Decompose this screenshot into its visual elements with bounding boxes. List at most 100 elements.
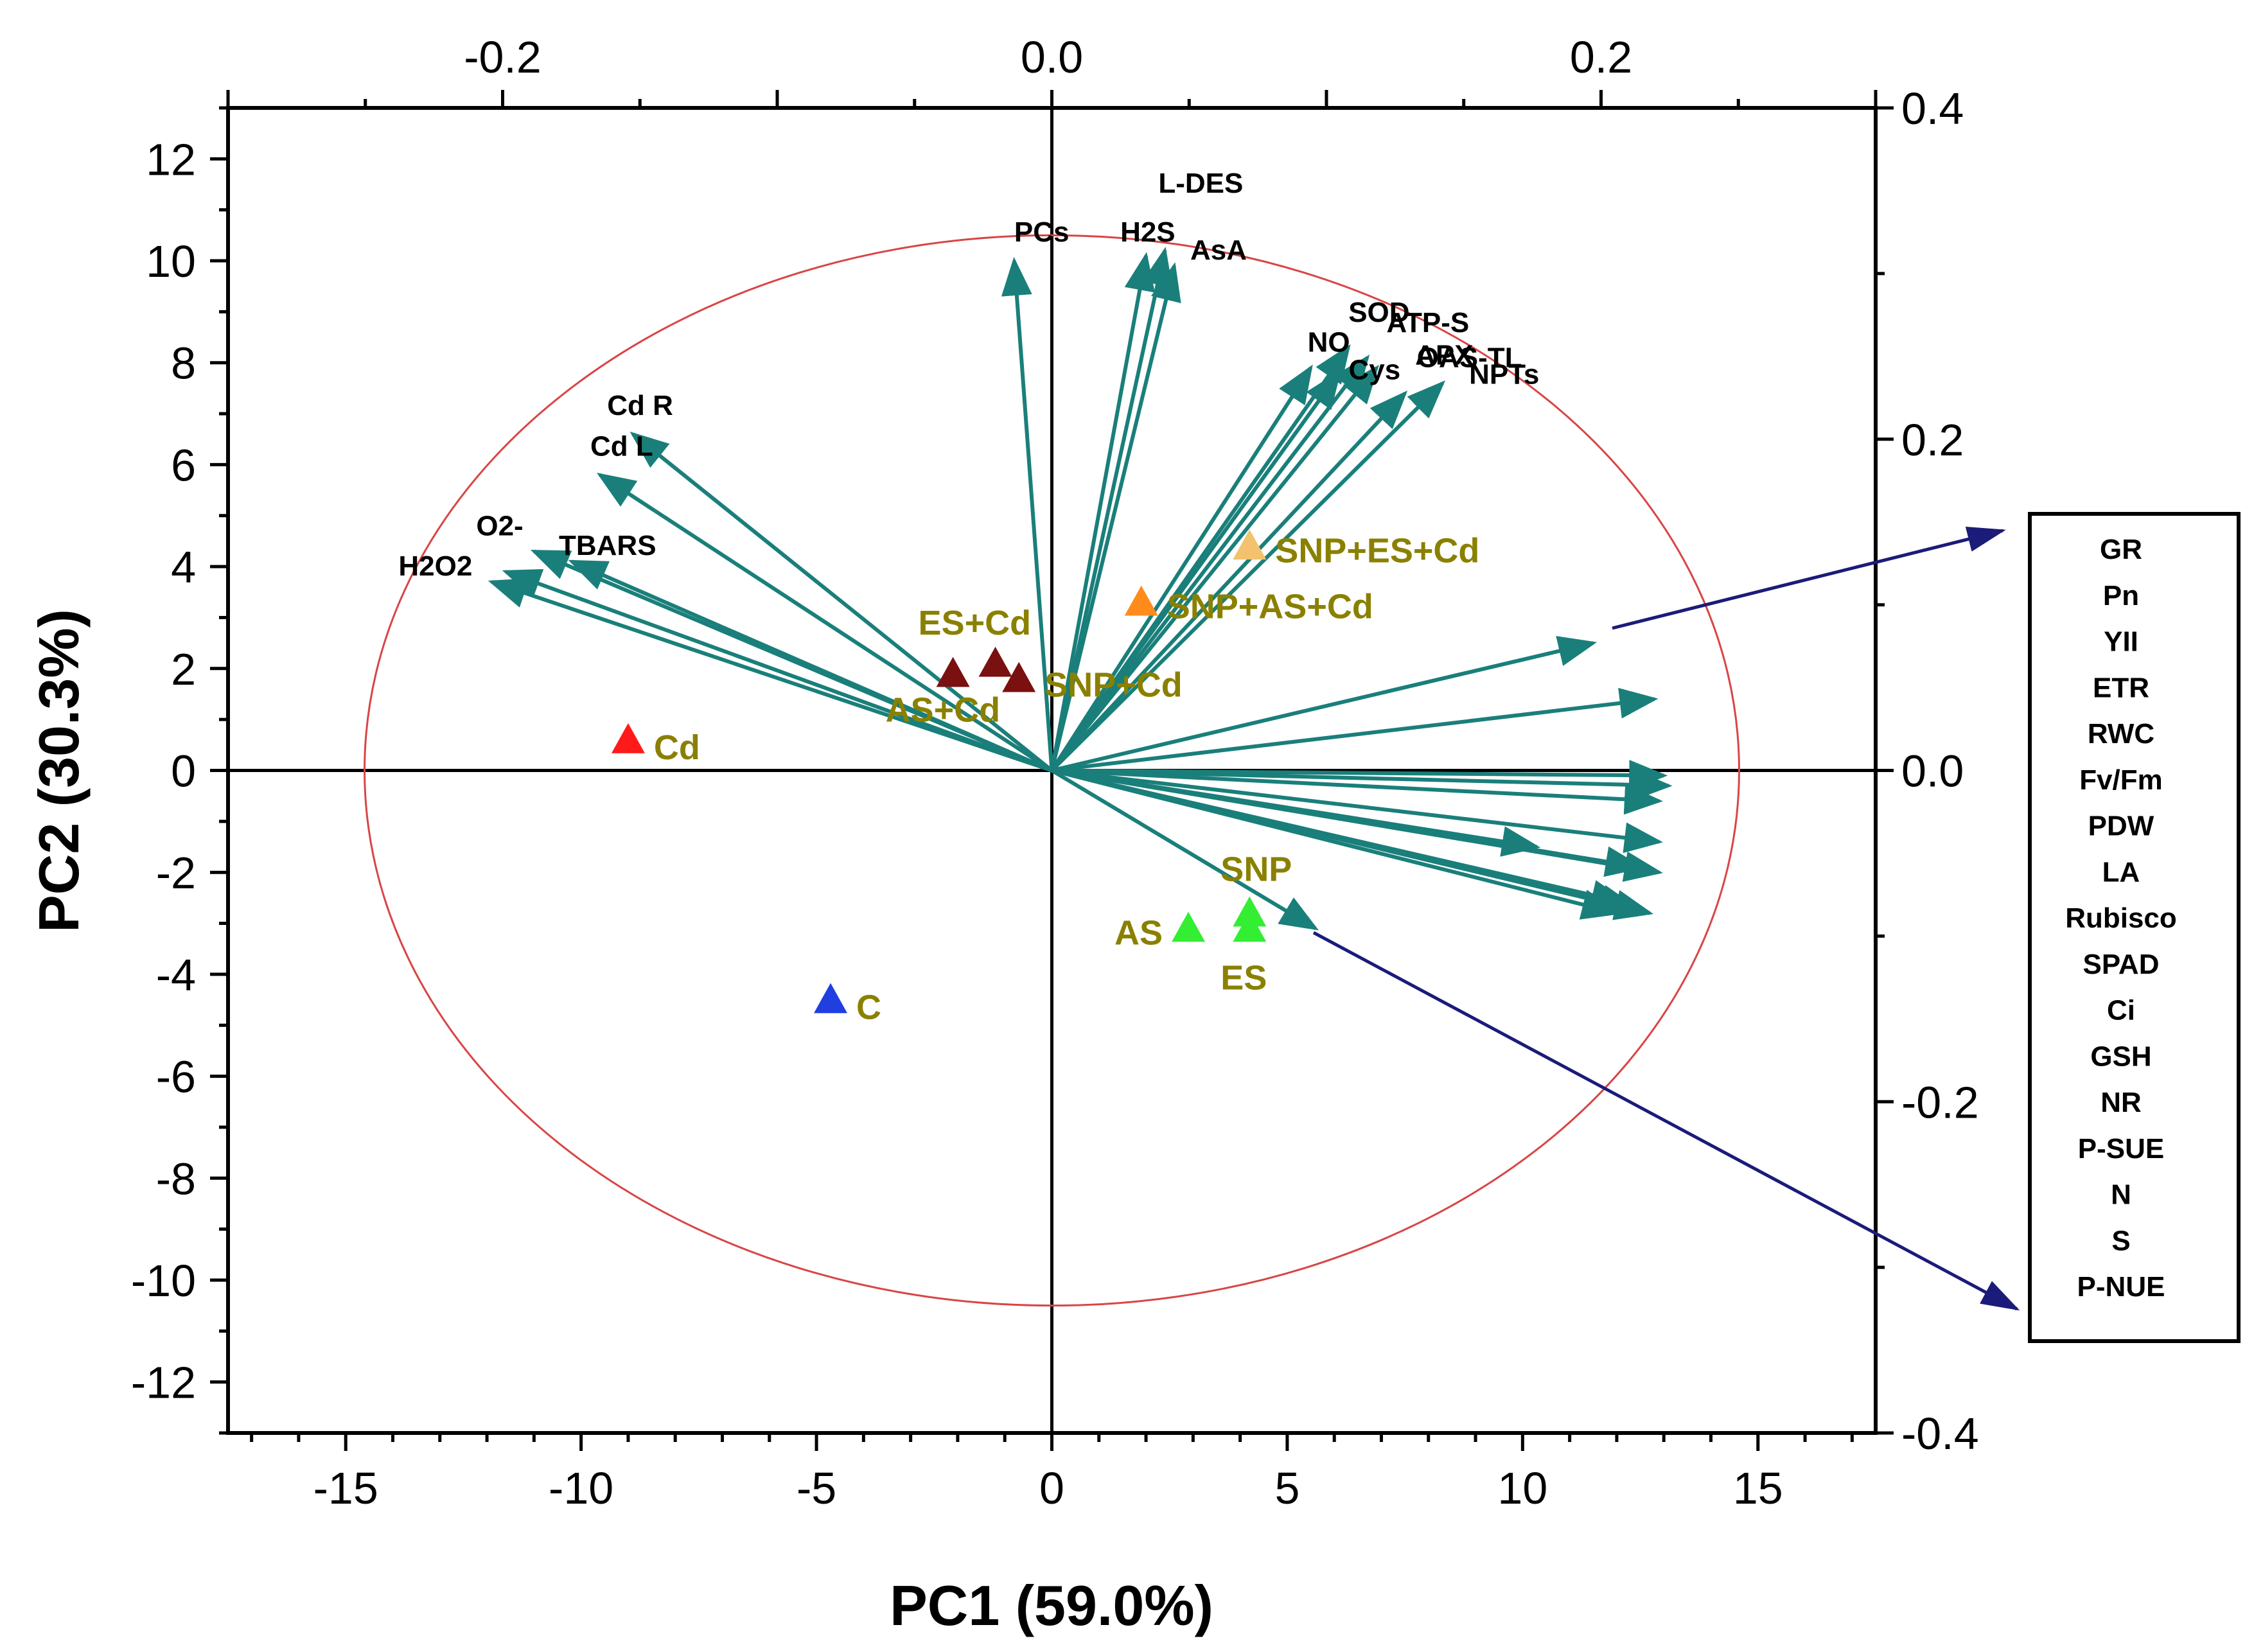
right-tick-label: 0.0 xyxy=(1901,746,1964,796)
group-point xyxy=(1124,585,1158,616)
loading-arrow xyxy=(1050,262,1181,771)
y-tick-label: 2 xyxy=(171,644,196,694)
legend-item: P-SUE xyxy=(2078,1133,2164,1164)
legend-item: NR xyxy=(2100,1087,2142,1118)
legend-item: Rubisco xyxy=(2065,902,2177,934)
variable-label: AsA xyxy=(1190,234,1247,266)
variable-label: Cd R xyxy=(607,390,673,421)
legend-item: N xyxy=(2111,1179,2131,1211)
legend-item: RWC xyxy=(2088,718,2154,750)
loading-arrow xyxy=(1052,768,1663,815)
top-tick-label: 0.2 xyxy=(1570,32,1632,82)
legend-box xyxy=(2028,512,2241,1343)
group-point xyxy=(1233,911,1267,942)
group-point xyxy=(1002,662,1036,692)
x-tick-label: 5 xyxy=(1274,1463,1299,1513)
legend-item: ETR xyxy=(2093,672,2149,703)
group-point xyxy=(1233,896,1267,927)
loading-arrow xyxy=(1050,247,1173,771)
legend-item: GR xyxy=(2100,534,2142,565)
x-tick-label: -5 xyxy=(797,1463,836,1513)
group-label: ES+Cd xyxy=(919,604,1032,642)
variable-label: PCs xyxy=(1014,216,1070,248)
loading-arrow xyxy=(1050,390,1408,772)
y-tick-label: -2 xyxy=(156,848,196,898)
legend-item: PDW xyxy=(2088,811,2154,842)
variable-label: APX xyxy=(1415,340,1473,371)
group-label: SNP+ES+Cd xyxy=(1275,531,1479,570)
y-tick-label: 10 xyxy=(146,236,196,286)
loading-arrow xyxy=(630,432,1053,772)
x-tick-label: 10 xyxy=(1497,1463,1547,1513)
axis-ticks: -15 -10 -5 0 5 10 15 -12 -10 -8 -6 -4 -2 0 2 4 6 8 10 12 -0.… xyxy=(131,32,1979,1513)
legend-item: LA xyxy=(2102,856,2140,888)
variable-label: NPTs xyxy=(1469,358,1539,390)
y-tick-label: 4 xyxy=(171,542,196,592)
group-label: AS+Cd xyxy=(886,691,1001,730)
variable-label: ATP-S xyxy=(1387,307,1470,338)
loading-arrow xyxy=(1050,364,1313,772)
group-point xyxy=(1233,529,1267,560)
group-label: AS xyxy=(1114,913,1163,952)
loading-arrow xyxy=(1052,768,1663,854)
loading-arrow xyxy=(1050,252,1155,771)
group-label: ES xyxy=(1220,958,1267,997)
variable-label: NO xyxy=(1308,327,1350,358)
variable-label: H2S xyxy=(1120,216,1175,248)
variable-label: Cys xyxy=(1349,355,1401,386)
group-point xyxy=(936,656,970,687)
right-tick-label: 0.2 xyxy=(1901,415,1964,465)
loading-arrow xyxy=(1052,768,1673,800)
group-point xyxy=(978,646,1012,677)
group-label: C xyxy=(856,989,881,1027)
variable-label: SOD xyxy=(1348,297,1409,328)
legend-pointer-lower xyxy=(1312,931,2020,1311)
y-tick-label: 8 xyxy=(171,338,196,389)
x-tick-label: -10 xyxy=(549,1463,613,1513)
legend-item: SPAD xyxy=(2083,949,2160,980)
group-point xyxy=(814,983,848,1014)
y-tick-label: -6 xyxy=(156,1052,196,1102)
loading-arrow xyxy=(1051,768,1654,920)
group-label: SNP+Cd xyxy=(1044,666,1183,705)
x-axis-title: PC1 (59.0%) xyxy=(890,1574,1213,1637)
y-tick-label: -4 xyxy=(156,950,196,1000)
variable-label: Cd L xyxy=(590,430,653,462)
x-tick-label: 0 xyxy=(1039,1463,1064,1513)
variable-label: L-DES xyxy=(1158,168,1243,199)
legend-pointer-upper xyxy=(1612,526,2006,630)
loading-arrow xyxy=(488,578,1053,773)
loading-arrow xyxy=(596,473,1053,773)
y-tick-label: 6 xyxy=(171,440,196,490)
confidence-ellipse xyxy=(364,234,1740,1307)
right-tick-label: -0.2 xyxy=(1901,1077,1979,1127)
y-tick-label: -12 xyxy=(131,1358,196,1408)
y-tick-label: 12 xyxy=(146,134,196,184)
y-tick-label: 0 xyxy=(171,746,196,796)
loading-arrow xyxy=(1052,768,1663,882)
loading-arrow xyxy=(1050,768,1319,931)
group-point xyxy=(611,723,645,753)
confidence-ellipse-layer xyxy=(364,234,1740,1307)
legend-item: YII xyxy=(2104,626,2138,658)
loading-arrow xyxy=(1050,380,1446,772)
legend-item: Ci xyxy=(2107,995,2135,1026)
x-tick-label: -15 xyxy=(313,1463,378,1513)
loading-vectors xyxy=(488,247,1673,931)
legend-item: Fv/Fm xyxy=(2079,764,2163,796)
y-tick-label: -10 xyxy=(131,1256,196,1306)
group-point xyxy=(1172,911,1206,942)
group-label: SNP+AS+Cd xyxy=(1167,588,1373,626)
loading-arrow xyxy=(1052,687,1659,773)
right-tick-label: -0.4 xyxy=(1901,1409,1979,1459)
right-tick-label: 0.4 xyxy=(1901,83,1964,134)
loading-arrow xyxy=(1051,636,1598,773)
loading-arrow xyxy=(1050,369,1342,772)
loading-arrow xyxy=(1050,355,1370,772)
variable-label: H2O2 xyxy=(398,550,472,582)
top-tick-label: -0.2 xyxy=(464,32,541,82)
loading-arrow xyxy=(502,568,1053,773)
loading-arrow xyxy=(1001,257,1054,771)
